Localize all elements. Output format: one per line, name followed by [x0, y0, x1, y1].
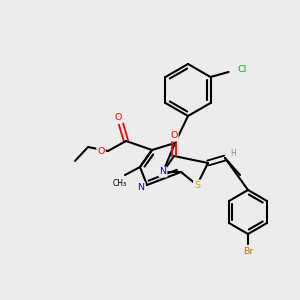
Text: O: O [170, 131, 178, 140]
Text: N: N [137, 182, 145, 191]
Text: Cl: Cl [238, 65, 247, 74]
Text: O: O [114, 113, 122, 122]
Text: CH₃: CH₃ [113, 178, 127, 188]
Text: H: H [230, 148, 236, 158]
Text: Br: Br [243, 247, 253, 256]
Text: N: N [160, 167, 167, 176]
Text: O: O [97, 146, 105, 155]
Text: S: S [194, 181, 200, 190]
